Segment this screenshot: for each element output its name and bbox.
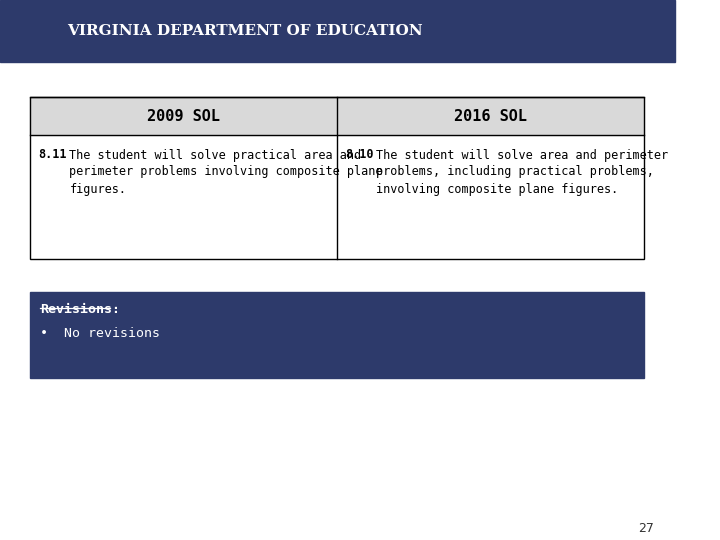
Bar — [30, 97, 337, 135]
Bar — [30, 97, 644, 259]
Text: Revisions:: Revisions: — [40, 303, 120, 316]
Text: VIRGINIA DEPARTMENT OF EDUCATION: VIRGINIA DEPARTMENT OF EDUCATION — [68, 24, 423, 38]
Bar — [337, 97, 644, 135]
Text: 8.11: 8.11 — [38, 148, 67, 161]
Text: 2016 SOL: 2016 SOL — [454, 109, 527, 124]
Text: The student will solve practical area and
perimeter problems involving composite: The student will solve practical area an… — [69, 148, 383, 195]
Bar — [30, 292, 644, 378]
Text: 27: 27 — [639, 522, 654, 535]
Text: •  No revisions: • No revisions — [40, 327, 161, 340]
Text: 8.10: 8.10 — [346, 148, 374, 161]
Text: The student will solve area and perimeter
problems, including practical problems: The student will solve area and perimete… — [377, 148, 668, 195]
Text: 2009 SOL: 2009 SOL — [148, 109, 220, 124]
Bar — [0, 0, 675, 62]
